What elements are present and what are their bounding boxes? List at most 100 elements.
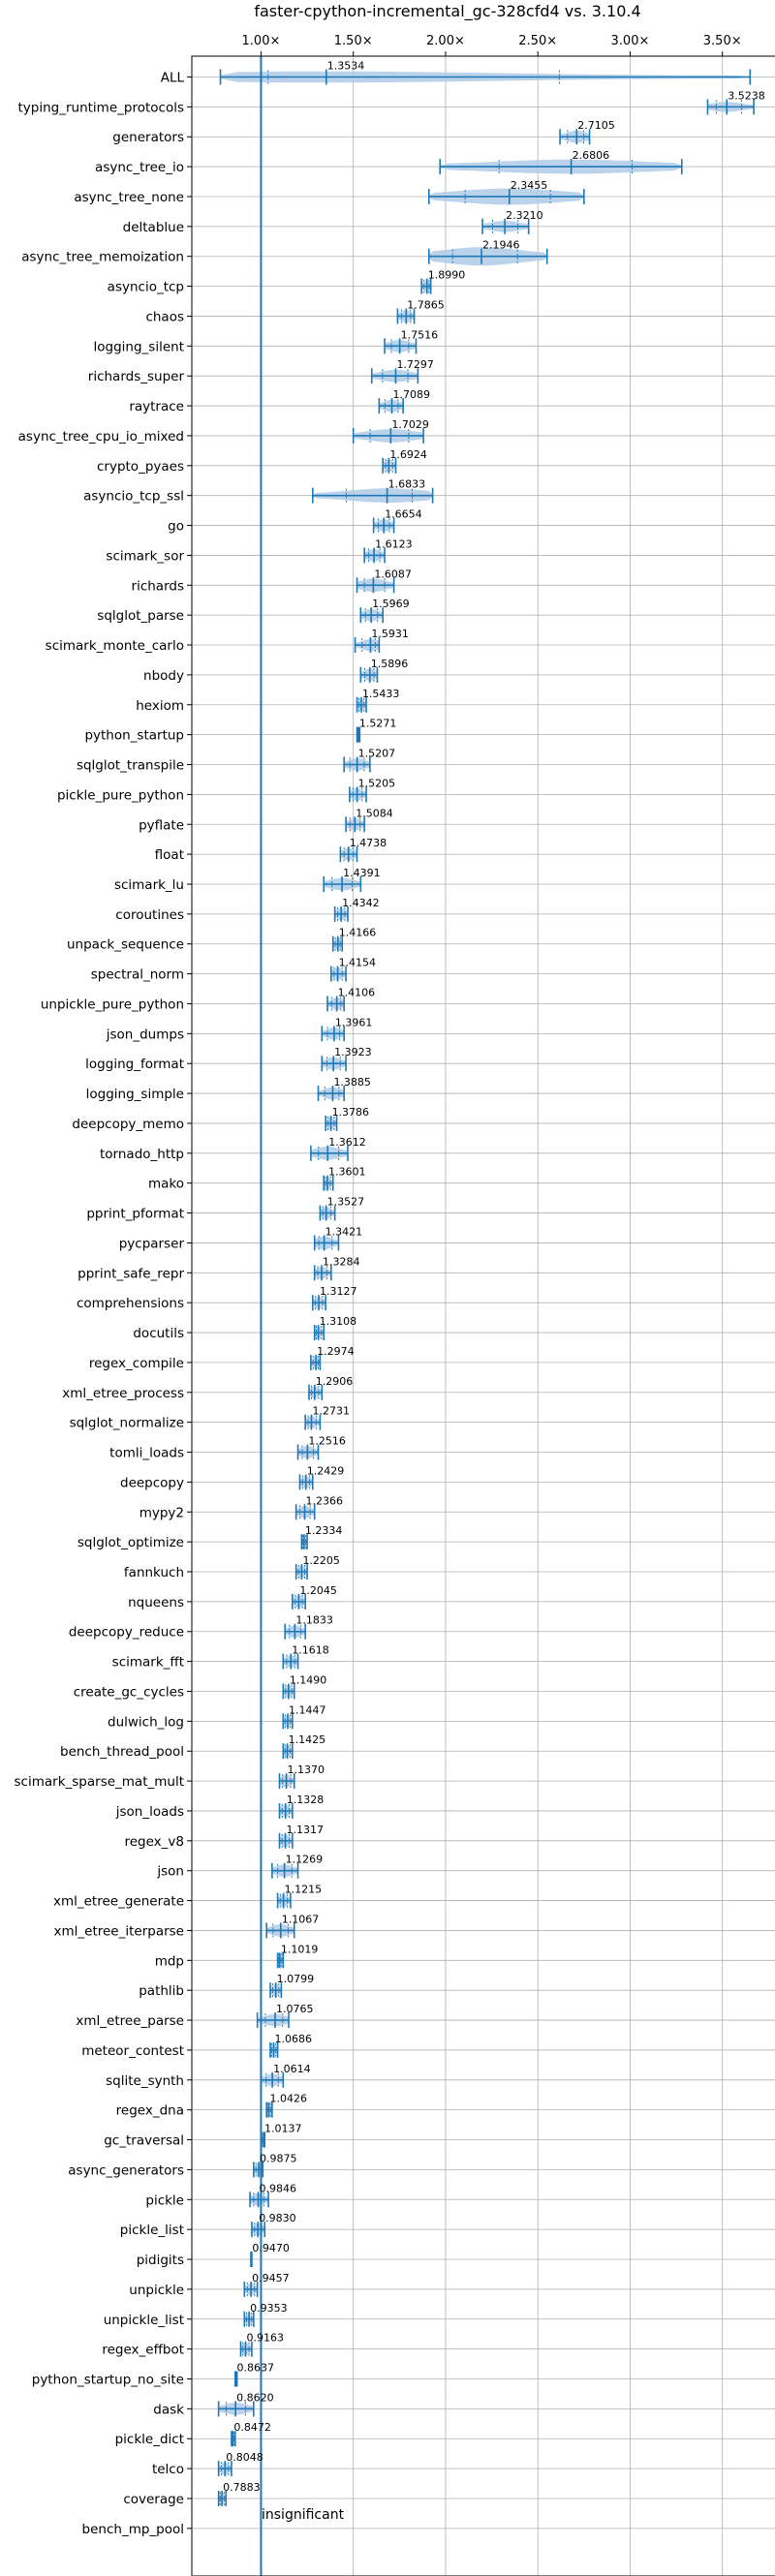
- value-label: 1.6833: [388, 478, 426, 491]
- category-label: logging_silent: [94, 339, 184, 354]
- category-label: scimark_monte_carlo: [46, 638, 184, 654]
- category-label: fannkuch: [124, 1565, 184, 1580]
- category-label: async_tree_cpu_io_mixed: [18, 429, 184, 445]
- category-label: scimark_fft: [112, 1655, 184, 1671]
- category-label: dulwich_log: [108, 1714, 184, 1730]
- category-label: deltablue: [123, 220, 184, 235]
- value-label: 1.1328: [287, 1794, 325, 1806]
- category-label: ALL: [161, 71, 185, 86]
- category-label: pickle_pure_python: [57, 787, 184, 803]
- value-label: 0.9353: [250, 2302, 288, 2315]
- value-label: 1.7089: [392, 388, 430, 401]
- value-label: 0.9457: [252, 2272, 290, 2285]
- category-label: pyflate: [139, 817, 184, 833]
- value-label: 0.9830: [259, 2212, 296, 2224]
- category-label: python_startup: [84, 728, 184, 744]
- violins: [217, 69, 755, 2506]
- value-label: 0.9470: [252, 2242, 290, 2254]
- value-label: 1.2334: [305, 1524, 343, 1537]
- value-labels: 1.3534 3.5238 2.7105 2.6806 2.3455 2.3210 2.19…: [223, 60, 765, 2494]
- category-label: spectral_norm: [91, 967, 184, 983]
- category-label: pprint_pformat: [86, 1207, 184, 1222]
- value-label: 1.3421: [326, 1225, 363, 1238]
- value-label: 1.2516: [308, 1435, 346, 1448]
- category-label: gc_traversal: [104, 2133, 184, 2149]
- category-label: regex_v8: [124, 1834, 184, 1850]
- category-label: coverage: [123, 2492, 184, 2507]
- value-label: 0.9846: [260, 2182, 297, 2194]
- value-label: 1.1618: [292, 1644, 329, 1657]
- value-label: 1.2205: [302, 1554, 340, 1567]
- category-label: raytrace: [129, 399, 184, 414]
- value-label: 0.7883: [223, 2481, 261, 2494]
- value-label: 1.0686: [275, 2033, 313, 2045]
- category-label: mypy2: [140, 1505, 184, 1520]
- category-label: pycparser: [119, 1236, 185, 1251]
- category-label: sqlglot_parse: [97, 608, 184, 624]
- category-label: xml_etree_iterparse: [54, 1923, 185, 1939]
- category-label: pathlib: [139, 1983, 184, 1999]
- value-label: 0.8637: [236, 2361, 274, 2374]
- category-label: float: [155, 847, 184, 863]
- category-label: chaos: [145, 309, 184, 324]
- category-label: mdp: [155, 1953, 184, 1969]
- value-label: 1.5969: [372, 598, 410, 610]
- value-label: 1.3885: [333, 1076, 371, 1089]
- category-label: typing_runtime_protocols: [18, 100, 185, 115]
- category-label: scimark_sparse_mat_mult: [15, 1774, 184, 1790]
- value-label: 1.2429: [307, 1464, 345, 1477]
- x-tick-label: 1.50×: [334, 34, 373, 48]
- value-label: 1.6087: [374, 567, 412, 580]
- category-label: scimark_sor: [106, 548, 184, 564]
- value-label: 1.2906: [316, 1375, 354, 1388]
- value-label: 1.4342: [342, 897, 380, 909]
- value-label: 3.5238: [728, 89, 765, 102]
- category-label: unpickle_pure_python: [41, 997, 184, 1012]
- value-label: 1.2366: [306, 1494, 344, 1507]
- category-label: xml_etree_parse: [76, 2013, 184, 2029]
- value-label: 1.0426: [270, 2093, 308, 2105]
- x-tick-label: 3.50×: [703, 34, 742, 48]
- value-label: 1.1425: [289, 1733, 326, 1746]
- value-label: 2.3210: [506, 209, 543, 222]
- value-label: 1.3961: [335, 1016, 373, 1028]
- category-label: bench_mp_pool: [82, 2522, 184, 2537]
- category-label: comprehensions: [77, 1296, 184, 1311]
- category-label: deepcopy: [120, 1475, 184, 1490]
- value-label: 1.7516: [401, 328, 439, 341]
- category-label: pprint_safe_repr: [78, 1266, 184, 1281]
- category-label: telco: [152, 2462, 184, 2477]
- value-label: 1.5271: [359, 718, 397, 730]
- category-label: pickle: [145, 2193, 184, 2208]
- value-label: 1.4166: [339, 927, 377, 939]
- category-label: xml_etree_generate: [53, 1894, 184, 1910]
- value-label: 0.8620: [236, 2391, 274, 2404]
- value-label: 1.7297: [396, 358, 434, 371]
- value-label: 1.7029: [391, 418, 429, 431]
- value-label: 1.6924: [389, 448, 427, 461]
- category-label: sqlglot_normalize: [70, 1416, 184, 1431]
- category-label: tornado_http: [100, 1147, 184, 1162]
- category-label: hexiom: [136, 698, 184, 714]
- value-label: 2.1946: [482, 239, 520, 252]
- category-label: crypto_pyaes: [97, 459, 184, 475]
- value-label: 1.3534: [327, 60, 365, 73]
- value-label: 0.9163: [246, 2332, 284, 2345]
- category-label: async_generators: [68, 2162, 184, 2178]
- category-label: tomli_loads: [109, 1446, 184, 1461]
- value-label: 1.3601: [328, 1166, 366, 1179]
- category-label: meteor_contest: [81, 2043, 184, 2059]
- value-label: 2.6806: [573, 149, 610, 162]
- plot-frame: [191, 55, 775, 2576]
- value-label: 1.0137: [264, 2123, 302, 2135]
- value-label: 1.4391: [343, 867, 381, 879]
- category-label: nbody: [143, 668, 184, 684]
- value-label: 1.4738: [350, 837, 388, 849]
- category-label: deepcopy_memo: [72, 1117, 184, 1132]
- value-label: 1.4154: [339, 957, 377, 969]
- category-label: richards_super: [88, 369, 185, 384]
- category-label: sqlite_synth: [106, 2073, 184, 2089]
- value-label: 1.5896: [371, 658, 409, 670]
- value-label: 1.1215: [285, 1884, 323, 1896]
- value-label: 1.5931: [371, 628, 409, 640]
